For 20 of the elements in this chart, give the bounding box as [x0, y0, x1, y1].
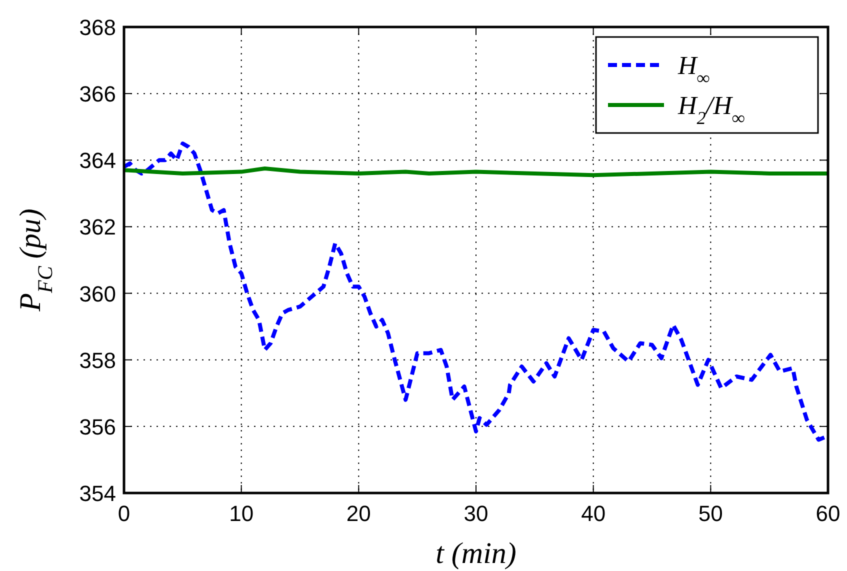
y-tick-label: 360	[79, 281, 116, 306]
x-tick-label: 0	[118, 501, 130, 526]
line-series	[124, 166, 828, 178]
x-tick-label: 30	[464, 501, 488, 526]
y-tick-label: 356	[79, 414, 116, 440]
line-series	[124, 142, 828, 442]
x-tick-label: 60	[816, 501, 840, 526]
legend-label: H$_{∞}$	[677, 51, 710, 88]
y-tick-label: 364	[79, 148, 116, 174]
x-tick-label: 20	[346, 501, 371, 526]
y-tick-label: 366	[79, 82, 116, 107]
legend-label: H$_{2}$/H$_{∞}$	[677, 91, 745, 128]
y-tick-label: 368	[79, 15, 116, 40]
y-tick-label: 354	[79, 481, 116, 506]
x-tick-label: 40	[581, 501, 606, 526]
x-tick-label: 50	[698, 501, 723, 526]
x-tick-label: 10	[229, 501, 254, 526]
x-axis-title: t (min)	[436, 537, 516, 570]
y-tick-label: 362	[79, 214, 116, 240]
y-tick-label: 358	[79, 348, 116, 373]
